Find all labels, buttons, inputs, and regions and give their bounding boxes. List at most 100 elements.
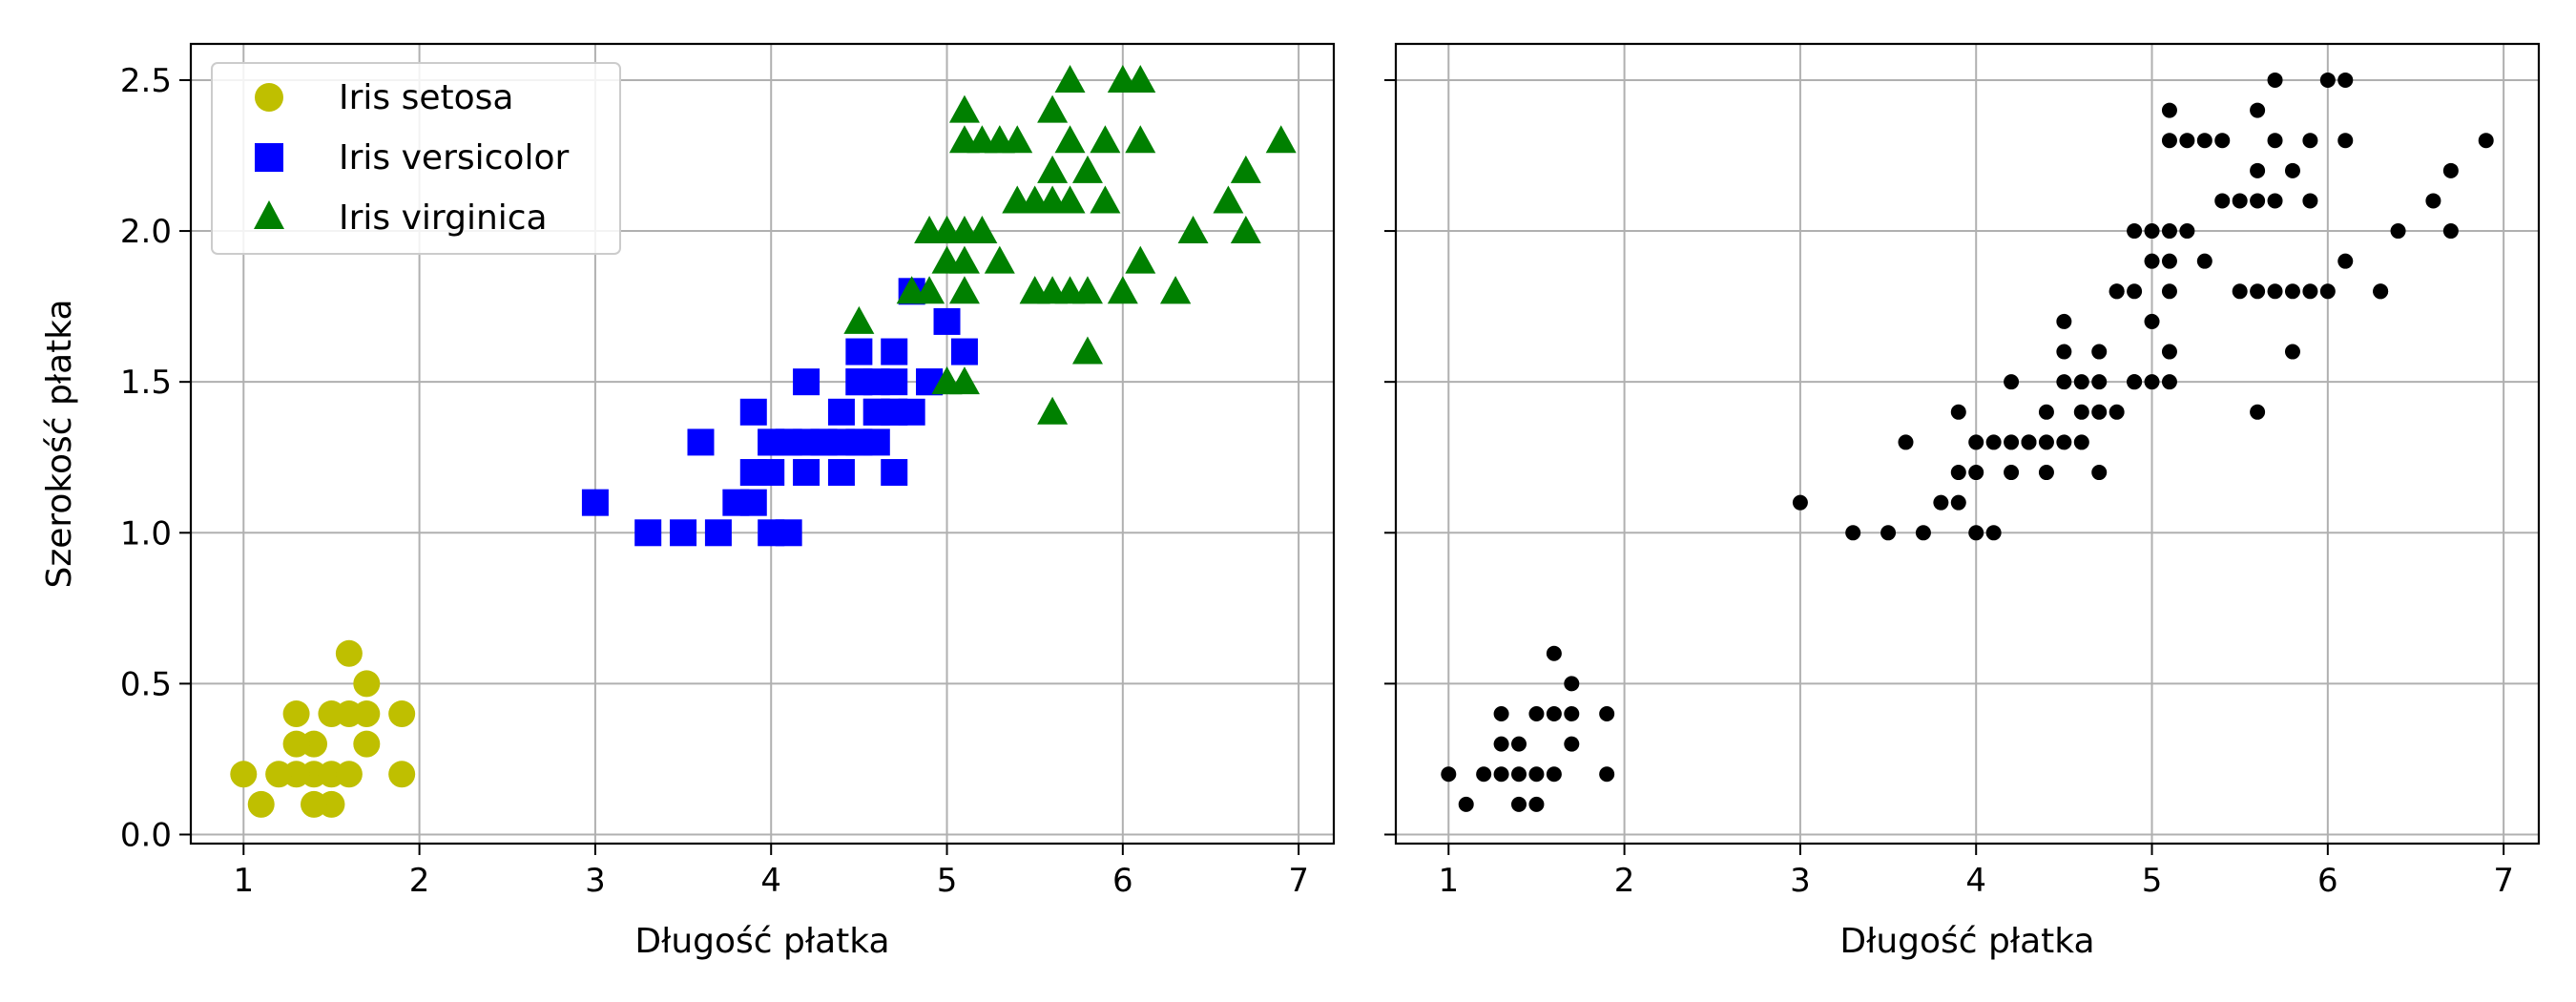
versicolor-point: [758, 459, 785, 487]
data-point: [1493, 736, 1509, 752]
virginica-point: [1125, 125, 1156, 154]
right-x-tick-label: 4: [1965, 862, 1986, 900]
data-point: [2038, 434, 2054, 450]
virginica-point: [1265, 125, 1297, 154]
setosa-point: [353, 670, 381, 698]
data-point: [2214, 133, 2231, 149]
versicolor-point: [950, 338, 978, 365]
data-point: [1493, 706, 1509, 722]
data-point: [1441, 766, 1457, 783]
virginica-point: [1125, 64, 1156, 93]
virginica-point: [843, 305, 875, 334]
virginica-point: [984, 125, 1015, 154]
data-point: [1950, 404, 1966, 420]
data-point: [2250, 102, 2266, 118]
data-point: [1915, 525, 1931, 541]
data-point: [2196, 253, 2212, 269]
data-point: [2390, 223, 2406, 240]
left-ticks: 1 2 3 4 5 6 7 0.0 0.5 1.0 1.5 2.0 2.5: [120, 62, 1309, 900]
data-point: [2267, 283, 2283, 300]
setosa-point: [388, 761, 416, 788]
data-point: [1968, 434, 1984, 450]
virginica-point: [931, 216, 963, 244]
right-x-tick-label: 6: [2317, 862, 2338, 900]
left-y-tick-label: 2.0: [120, 213, 172, 251]
virginica-point: [1037, 185, 1069, 214]
versicolor-point: [933, 307, 961, 335]
data-point: [2073, 374, 2089, 390]
setosa-point: [353, 730, 381, 758]
left-x-tick-label: 6: [1112, 862, 1133, 900]
versicolor-point: [881, 398, 908, 426]
data-point: [2091, 404, 2108, 420]
setosa-point: [388, 700, 416, 728]
data-point: [2232, 283, 2248, 300]
legend-entry-virginica: Iris virginica: [254, 198, 548, 238]
data-point: [2337, 253, 2354, 269]
data-point: [1564, 736, 1580, 752]
legend-label-versicolor: Iris versicolor: [339, 138, 569, 177]
versicolor-point: [827, 459, 855, 487]
data-point: [1546, 766, 1562, 783]
virginica-point: [1054, 64, 1086, 93]
data-point: [2337, 72, 2354, 88]
data-point: [2302, 283, 2318, 300]
versicolor-point: [634, 519, 662, 547]
data-point: [1546, 645, 1562, 661]
versicolor-point: [581, 489, 609, 516]
legend-label-setosa: Iris setosa: [339, 78, 513, 117]
data-point: [2056, 374, 2072, 390]
data-point: [2161, 102, 2177, 118]
virginica-point: [1054, 276, 1086, 304]
virginica-point: [1160, 276, 1192, 304]
legend-entry-setosa: Iris setosa: [255, 78, 513, 117]
data-point: [2373, 283, 2389, 300]
data-point: [2127, 374, 2143, 390]
data-point: [1528, 706, 1545, 722]
virginica-point: [948, 94, 980, 123]
data-point: [2232, 193, 2248, 209]
data-point: [2250, 193, 2266, 209]
data-point: [2250, 404, 2266, 420]
virginica-point: [896, 276, 927, 304]
data-point: [2179, 223, 2195, 240]
virginica-point: [1037, 94, 1069, 123]
virginica-point: [1107, 276, 1138, 304]
data-point: [1511, 736, 1527, 752]
data-point: [1564, 676, 1580, 692]
versicolor-point: [687, 428, 715, 456]
virginica-point: [931, 366, 963, 395]
data-point: [2056, 344, 2072, 360]
data-point: [2161, 133, 2177, 149]
virginica-point: [1071, 336, 1103, 365]
versicolor-point: [739, 489, 767, 516]
data-point: [1968, 525, 1984, 541]
versicolor-point: [670, 519, 697, 547]
versicolor-point: [793, 459, 821, 487]
virginica-point: [1037, 396, 1069, 425]
right-x-axis-label: Długość płatka: [1839, 922, 2094, 961]
data-point: [2004, 434, 2020, 450]
virginica-point: [1213, 185, 1244, 214]
data-point: [1933, 494, 1949, 511]
data-point: [2056, 434, 2072, 450]
data-point: [2056, 313, 2072, 329]
virginica-point: [1230, 216, 1261, 244]
data-point: [2073, 434, 2089, 450]
left-y-tick-label: 0.0: [120, 817, 172, 855]
data-point: [2319, 72, 2336, 88]
data-point: [2302, 193, 2318, 209]
virginica-point: [1037, 155, 1069, 183]
virginica-point: [1054, 125, 1086, 154]
data-point: [1792, 494, 1808, 511]
data-point: [2284, 283, 2300, 300]
setosa-point: [301, 790, 328, 818]
left-x-tick-label: 3: [585, 862, 606, 900]
data-point: [1880, 525, 1897, 541]
data-point: [2214, 193, 2231, 209]
left-scatter-panel: 1 2 3 4 5 6 7 0.0 0.5 1.0 1.5 2.0 2.5 Długość płatka…: [40, 42, 1336, 961]
versicolor-point: [775, 519, 802, 547]
setosa-point: [282, 700, 310, 728]
virginica-point: [984, 245, 1015, 274]
versicolor-point: [881, 338, 908, 365]
